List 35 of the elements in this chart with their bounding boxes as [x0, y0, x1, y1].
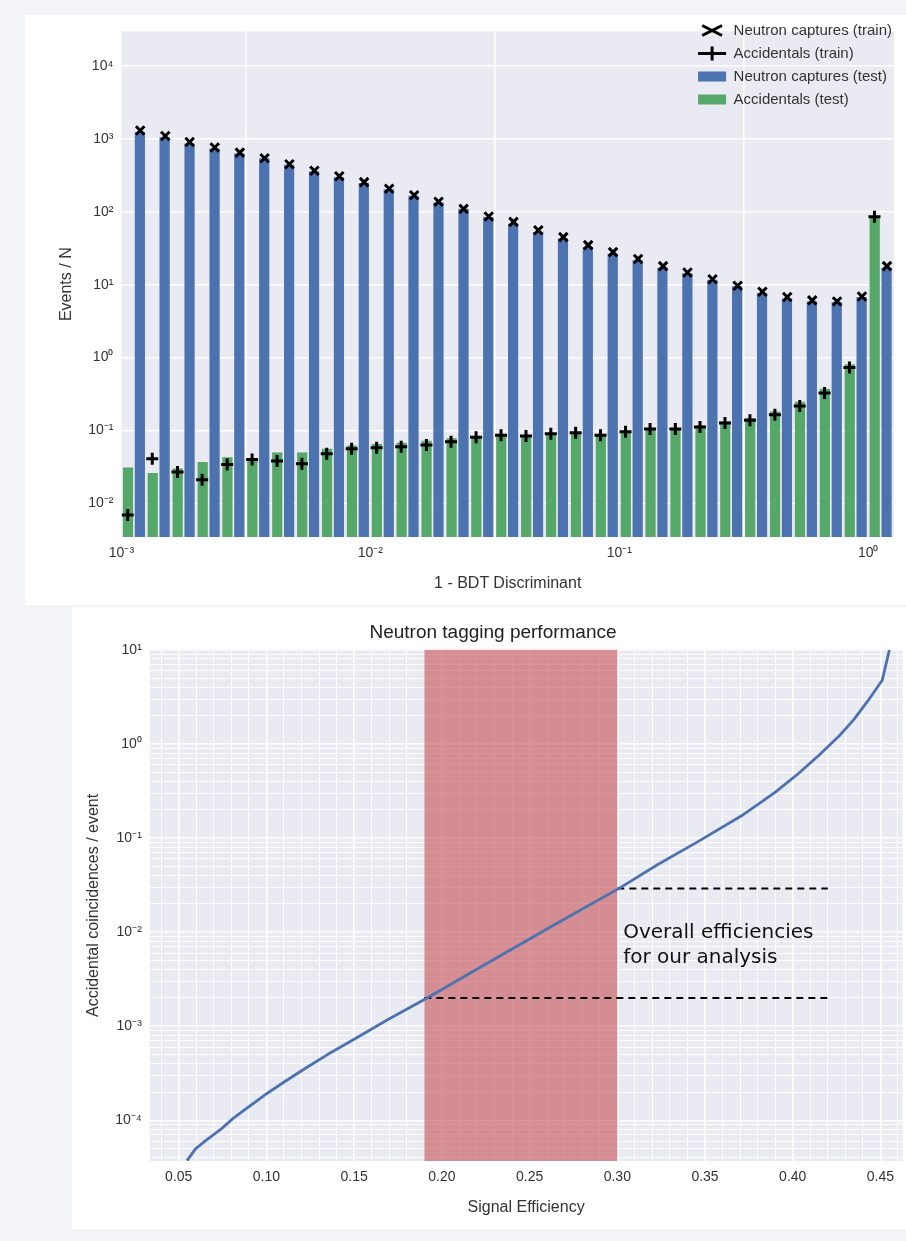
chart-title: Neutron tagging performance	[369, 620, 617, 642]
annotation: Overall efficiencies for our analysis	[623, 919, 814, 969]
y-tick-label: 10¹	[121, 640, 143, 657]
y-tick-label: 10¹	[93, 275, 114, 292]
x-tick-label: 0.05	[165, 1168, 193, 1185]
x-tick-label: 0.30	[603, 1168, 632, 1185]
y-tick-label: 10⁻⁴	[115, 1111, 142, 1128]
x-tick-label: 0.15	[340, 1168, 368, 1185]
legend-label: Neutron captures (train)	[733, 20, 893, 38]
x-tick-label: 0.20	[428, 1168, 456, 1185]
x-tick-label: 0.35	[691, 1168, 719, 1185]
y-tick-label: 10⁻²	[116, 923, 143, 939]
x-axis-title: Signal Efficiency	[467, 1197, 585, 1215]
legend-label: Accidentals (train)	[733, 43, 854, 61]
y-tick-label: 10⁻¹	[88, 421, 114, 438]
x-tick-label: 0.10	[252, 1168, 281, 1185]
x-axis-title: 1 - BDT Discriminant	[434, 573, 582, 591]
legend-label: Accidentals (test)	[733, 89, 849, 107]
x-tick-label: 0.45	[866, 1168, 895, 1185]
x-tick-label: 10⁰	[857, 544, 879, 561]
y-tick-label: 10²	[93, 202, 114, 219]
x-tick-label: 10⁻²	[357, 544, 384, 561]
y-tick-label: 10⁰	[121, 734, 142, 751]
y-tick-label: 10⁻³	[116, 1017, 143, 1034]
y-axis-title: Events / N	[57, 247, 75, 322]
y-tick-label: 10⁻²	[88, 494, 114, 511]
y-tick-label: 10⁴	[91, 57, 114, 74]
x-tick-label: 0.40	[779, 1168, 807, 1185]
y-axis-title: Accidental coincidences / event	[84, 793, 102, 1018]
y-tick-label: 10³	[93, 129, 114, 146]
x-tick-label: 10⁻¹	[606, 544, 633, 561]
y-tick-label: 10⁰	[92, 348, 114, 365]
x-tick-label: 0.25	[515, 1168, 544, 1185]
legend-label: Neutron captures (test)	[733, 66, 888, 84]
y-tick-label: 10⁻¹	[116, 828, 143, 845]
